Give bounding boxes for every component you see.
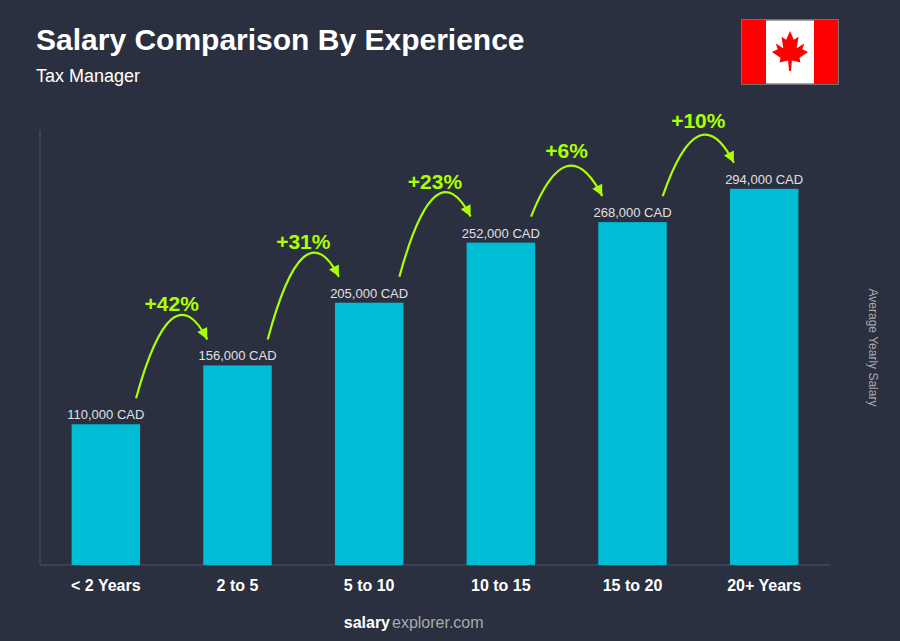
data-label: 110,000 CAD [67,407,144,422]
data-label: 205,000 CAD [330,286,408,301]
bar [335,303,403,565]
bar [72,424,140,565]
change-arrow [531,166,602,217]
x-tick-label: 2 to 5 [217,577,259,594]
annotation: +6% [545,139,588,162]
arrowhead [592,184,602,196]
change-arrow [136,315,207,398]
chart-container: Salary Comparison By Experience Tax Manag… [0,0,900,641]
x-tick-label: < 2 Years [71,577,141,594]
data-label: 156,000 CAD [198,348,276,363]
x-axis [40,565,830,566]
arc [531,166,602,217]
arc [663,135,734,197]
footer: salary [344,614,390,631]
arrowhead [724,151,734,163]
bar [467,243,535,565]
y-axis [40,130,41,565]
data-label: 268,000 CAD [593,205,671,220]
background [0,0,900,641]
bar [598,222,666,565]
chart: Salary Comparison By Experience Tax Manag… [0,0,900,641]
title: Salary Comparison By Experience [36,23,525,56]
bars [72,189,799,565]
arc [268,253,339,340]
annotation: +31% [276,230,331,253]
flag-leaf [772,31,808,71]
annotation: +23% [408,170,463,193]
data-label: 294,000 CAD [725,172,803,187]
flag-band [814,20,838,84]
footer: explorer.com [392,614,484,631]
change-arrow [268,253,339,340]
subtitle: Tax Manager [36,66,140,86]
arrowhead [329,264,339,276]
annotation: +42% [145,292,200,315]
flag-field [742,20,838,84]
x-tick-label: 5 to 10 [344,577,395,594]
x-tick-label: 10 to 15 [471,577,531,594]
flag-band [742,20,766,84]
annotation: +10% [671,109,726,132]
arc [136,315,207,398]
bar [730,189,798,565]
arrowhead [197,327,207,339]
y-axis-label: Average Yearly Salary [866,289,880,407]
bar [203,365,271,565]
arc [399,192,470,277]
x-tick-label: 15 to 20 [603,577,663,594]
change-arrow [663,135,734,197]
x-tick-label: 20+ Years [727,577,801,594]
flag [742,20,838,84]
change-arrow [399,192,470,277]
arrowhead [461,204,471,216]
data-label: 252,000 CAD [462,226,540,241]
